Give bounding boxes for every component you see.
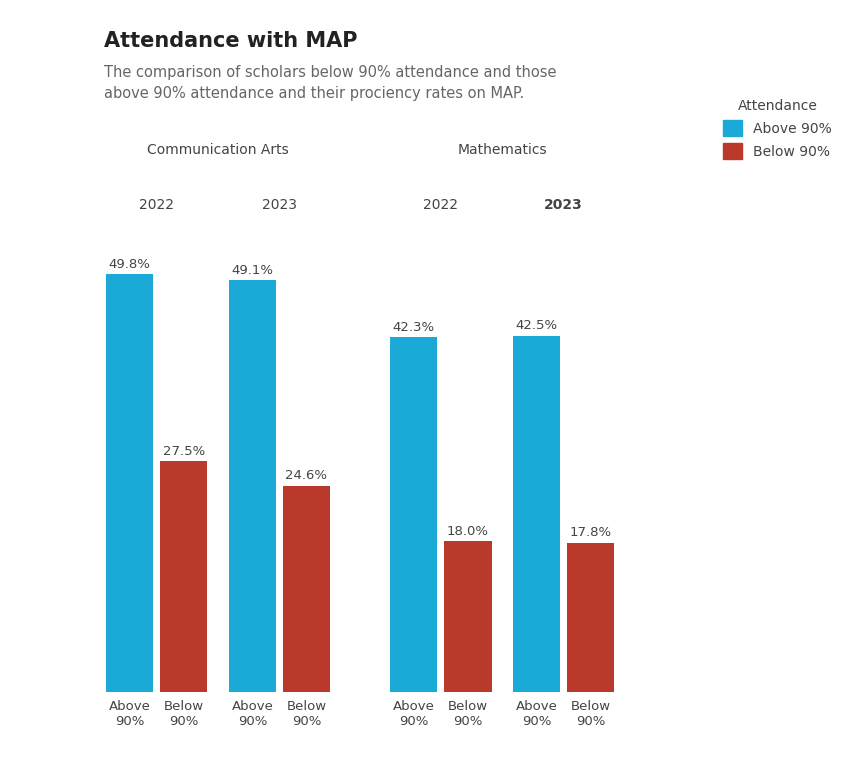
- Text: 2023: 2023: [544, 198, 583, 212]
- Text: 42.3%: 42.3%: [393, 321, 435, 334]
- Bar: [228, 280, 276, 692]
- Text: 49.8%: 49.8%: [109, 258, 151, 271]
- Text: 42.5%: 42.5%: [516, 319, 558, 332]
- Text: 2022: 2022: [139, 198, 174, 212]
- Text: Mathematics: Mathematics: [458, 143, 547, 157]
- Bar: [567, 543, 614, 692]
- Bar: [106, 275, 153, 692]
- Text: 27.5%: 27.5%: [163, 445, 205, 458]
- Text: 2023: 2023: [262, 198, 297, 212]
- Bar: [283, 486, 330, 692]
- Text: Communication Arts: Communication Arts: [147, 143, 289, 157]
- Legend: Above 90%, Below 90%: Above 90%, Below 90%: [723, 99, 832, 159]
- Bar: [390, 338, 438, 692]
- Text: 49.1%: 49.1%: [231, 264, 273, 277]
- Bar: [513, 335, 561, 692]
- Text: The comparison of scholars below 90% attendance and those
above 90% attendance a: The comparison of scholars below 90% att…: [104, 65, 556, 102]
- Bar: [445, 541, 491, 692]
- Text: 24.6%: 24.6%: [285, 469, 328, 482]
- Text: Attendance with MAP: Attendance with MAP: [104, 31, 357, 51]
- Text: 17.8%: 17.8%: [570, 527, 612, 539]
- Text: 2022: 2022: [423, 198, 458, 212]
- Bar: [160, 461, 208, 692]
- Text: 18.0%: 18.0%: [447, 524, 489, 538]
